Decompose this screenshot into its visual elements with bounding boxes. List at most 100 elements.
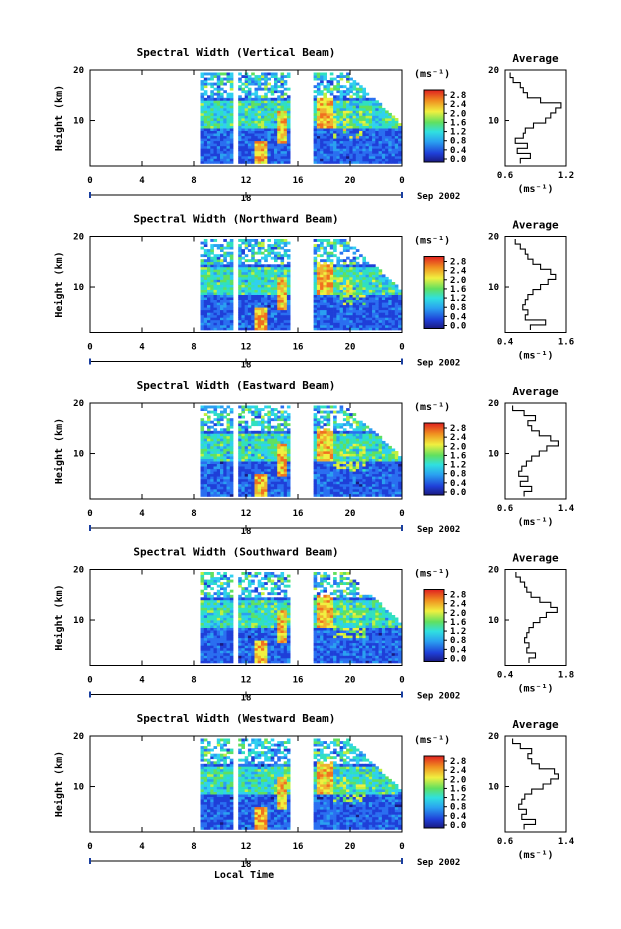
colorbar-tick-label: 1.2 <box>450 294 466 304</box>
heatmap-cell <box>359 430 363 434</box>
heatmap-cell <box>229 259 234 263</box>
heatmap-cell <box>264 481 268 485</box>
heatmap-cell <box>368 488 373 492</box>
heatmap-cell <box>264 458 268 462</box>
date-marker: 18 <box>241 194 252 204</box>
heatmap-cell <box>223 299 227 303</box>
heatmap-cell <box>339 274 344 278</box>
heatmap-cell <box>336 100 340 104</box>
heatmap-cell <box>385 289 389 293</box>
heatmap-cell <box>286 445 291 449</box>
heatmap-cell <box>254 294 259 298</box>
heatmap-cell <box>368 128 373 131</box>
heatmap-cell <box>394 481 399 485</box>
heatmap-cell <box>339 251 344 255</box>
heatmap-cell <box>274 314 278 318</box>
heatmap-cell <box>261 150 265 154</box>
heatmap-cell <box>207 264 211 268</box>
heatmap-cell <box>254 251 259 255</box>
heatmap-cell <box>320 410 324 414</box>
heatmap-cell <box>223 256 227 260</box>
heatmap-cell <box>365 304 370 308</box>
heatmap-cell <box>375 314 379 318</box>
heatmap-cell <box>316 299 321 303</box>
heatmap-cell <box>216 160 221 164</box>
heatmap-cell <box>329 107 334 111</box>
heatmap-cell <box>320 123 324 126</box>
heatmap-cell <box>207 433 211 437</box>
heatmap-cell <box>342 481 347 485</box>
heatmap-cell <box>346 438 350 442</box>
heatmap-cell <box>270 438 275 442</box>
y-tick-label: 20 <box>73 233 84 243</box>
heatmap-cell <box>264 110 268 114</box>
heatmap-cell <box>362 123 366 126</box>
heatmap-cell <box>342 241 347 245</box>
colorbar-tick-label: 2.4 <box>450 433 467 443</box>
heatmap-cell <box>362 287 366 290</box>
heatmap-cell <box>241 433 245 437</box>
heatmap-cell <box>210 251 214 255</box>
heatmap-cell <box>326 415 331 419</box>
heatmap-cell <box>342 440 347 444</box>
heatmap-cell <box>200 435 205 439</box>
heatmap-cell <box>274 413 278 416</box>
heatmap-cell <box>388 138 392 142</box>
heatmap-cell <box>320 420 324 424</box>
heatmap-cell <box>254 158 259 162</box>
heatmap-cell <box>342 435 347 439</box>
heatmap-cell <box>372 491 376 495</box>
heatmap-cell <box>316 138 321 142</box>
heatmap-cell <box>378 110 383 114</box>
heatmap-cell <box>257 244 262 247</box>
heatmap-cell <box>359 138 363 142</box>
heatmap-cell <box>254 408 259 411</box>
heatmap-cell <box>323 461 327 464</box>
heatmap-cell <box>355 493 360 497</box>
heatmap-cell <box>207 125 211 129</box>
heatmap-cell <box>220 95 224 99</box>
heatmap-cell <box>342 410 347 414</box>
heatmap-cell <box>213 322 218 326</box>
heatmap-cell <box>365 287 370 290</box>
heatmap-cell <box>257 435 262 439</box>
heatmap-cell <box>251 448 255 452</box>
heatmap-cell <box>207 102 211 106</box>
heatmap-cell <box>326 453 331 457</box>
heatmap-cell <box>216 491 221 495</box>
heatmap-cell <box>216 448 221 452</box>
heatmap-cell <box>238 130 242 134</box>
heatmap-cell <box>274 110 278 114</box>
heatmap-cell <box>283 418 288 422</box>
heatmap-cell <box>378 297 383 300</box>
heatmap-cell <box>229 302 234 306</box>
heatmap-cell <box>251 145 255 149</box>
heatmap-cell <box>210 468 214 472</box>
heatmap-cell <box>316 456 321 459</box>
heatmap-cell <box>277 264 281 268</box>
heatmap-cell <box>326 274 331 278</box>
heatmap-cell <box>359 483 363 487</box>
heatmap-cell <box>342 473 347 477</box>
heatmap-cell <box>216 463 221 467</box>
heatmap-cell <box>368 110 373 114</box>
heatmap-cell <box>213 138 218 142</box>
colorbar-tick-label: 2.0 <box>450 109 466 119</box>
heatmap-cell <box>394 309 399 313</box>
heatmap-cell <box>203 264 208 268</box>
heatmap-cell <box>355 443 360 447</box>
heatmap-cell <box>339 453 344 457</box>
heatmap-cell <box>398 158 402 162</box>
heatmap-cell <box>323 456 327 459</box>
heatmap-cell <box>329 264 334 268</box>
heatmap-cell <box>313 90 318 94</box>
heatmap-cell <box>398 148 402 152</box>
heatmap-cell <box>213 471 218 475</box>
heatmap-cell <box>372 445 376 449</box>
heatmap-cell <box>394 324 399 328</box>
heatmap-cell <box>398 128 402 131</box>
heatmap-cell <box>342 312 347 316</box>
heatmap-cell <box>241 438 245 442</box>
heatmap-cell <box>326 254 331 258</box>
heatmap-cell <box>229 264 234 268</box>
